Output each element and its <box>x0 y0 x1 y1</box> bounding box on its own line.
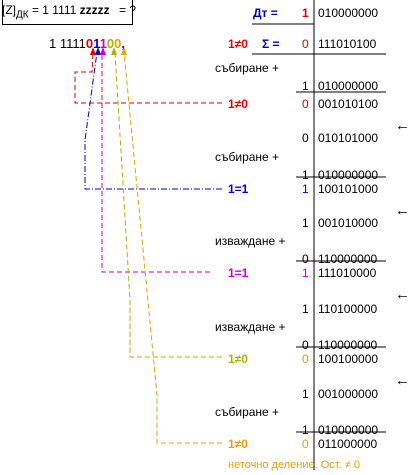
header-formula: [Z]ДК = 1 1111 zzzzz = ? <box>2 3 136 20</box>
binary-value: 111010000 <box>318 266 377 280</box>
result-number: 1 111101100, <box>49 36 125 51</box>
divisor-sign: 1 <box>302 6 309 20</box>
condition-label: 1=1 <box>228 182 249 196</box>
shift-left-arrow-icon: ← <box>395 117 410 134</box>
sign-bit: 0 <box>302 97 309 111</box>
sign-bit: 0 <box>302 352 309 366</box>
sign-bit: 1 <box>302 216 309 230</box>
sign-bit: 0 <box>302 131 309 145</box>
shift-left-arrow-icon: ← <box>395 372 410 389</box>
operation-label: събиране + <box>215 150 280 164</box>
operation-label: изваждане + <box>215 320 286 334</box>
binary-value: 010000000 <box>318 423 379 437</box>
binary-value: 001000000 <box>318 387 379 401</box>
footer-note: неточно деление. Ост. ≠ 0 <box>228 459 360 471</box>
result-digit: 1 <box>93 36 100 51</box>
result-digit: 1 <box>99 36 107 51</box>
sum-condition-text: 1≠0 <box>228 37 248 51</box>
sum-value: 111010100 <box>318 37 377 51</box>
binary-value: 010000000 <box>318 168 379 182</box>
binary-value: 011000000 <box>318 437 378 451</box>
condition-label: 1=1 <box>228 266 249 280</box>
sum-condition: 1≠0 <box>228 37 248 51</box>
binary-value: 100101000 <box>318 182 379 196</box>
operation-label: изваждане + <box>215 234 286 248</box>
result-suffix: , <box>121 36 125 51</box>
sign-bit: 1 <box>302 79 309 93</box>
header-underline <box>2 0 133 25</box>
sign-bit: 1 <box>302 423 309 437</box>
header-eq: = 1 1111 <box>31 3 77 17</box>
sign-bit: 1 <box>302 266 309 280</box>
sign-bit: 0 <box>302 437 309 451</box>
condition-label: 1≠0 <box>228 437 248 451</box>
binary-value: 001010000 <box>318 216 379 230</box>
shift-left-arrow-icon: ← <box>395 202 410 219</box>
sign-bit: 1 <box>302 387 309 401</box>
binary-value: 110100000 <box>318 302 378 316</box>
operation-label: събиране + <box>215 61 280 75</box>
sum-label: Σ = <box>262 37 280 51</box>
binary-value: 110000000 <box>318 338 378 352</box>
sign-bit: 1 <box>302 302 309 316</box>
sign-bit: 1 <box>302 182 309 196</box>
binary-value: 100100000 <box>318 352 379 366</box>
result-digit: 0 <box>114 36 122 51</box>
result-digit: 0 <box>85 36 94 51</box>
header-unknown-bits: zzzzz <box>79 3 110 17</box>
result-digit: 0 <box>106 36 115 51</box>
condition-label: 1≠0 <box>228 97 248 111</box>
result-prefix: 1 1111 <box>49 36 86 51</box>
binary-value: 110000000 <box>318 252 378 266</box>
sign-bit: 0 <box>302 338 309 352</box>
header-tail: = ? <box>119 3 137 17</box>
header-subscript: ДК <box>16 9 29 21</box>
header-bracket: [Z] <box>2 3 16 17</box>
binary-value: 010000000 <box>318 79 379 93</box>
binary-value: 010101000 <box>318 131 379 145</box>
divisor-label: Дт = <box>253 6 278 20</box>
condition-label: 1≠0 <box>228 352 248 366</box>
sum-sign: 0 <box>302 37 309 51</box>
divisor-value: 010000000 <box>318 6 379 20</box>
operation-label: събиране + <box>215 405 280 419</box>
sign-bit: 0 <box>302 252 309 266</box>
binary-value: 001010100 <box>318 97 379 111</box>
sign-bit: 1 <box>302 168 309 182</box>
shift-left-arrow-icon: ← <box>395 286 410 303</box>
